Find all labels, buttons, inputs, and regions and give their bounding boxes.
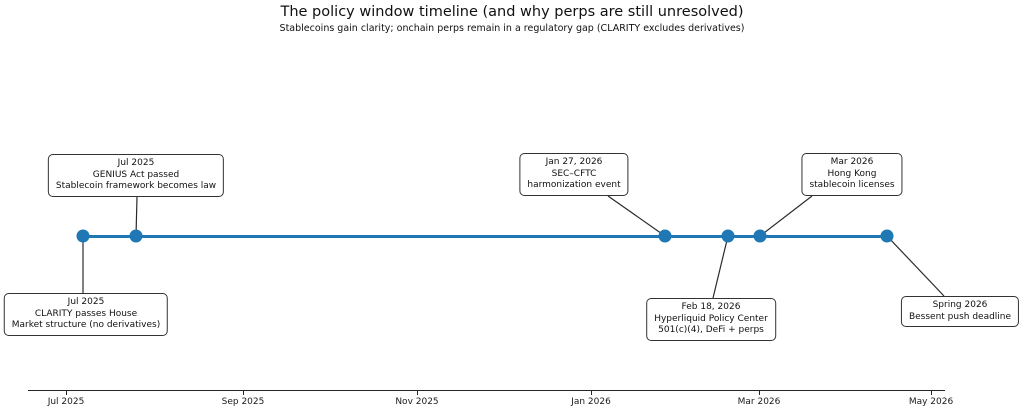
x-axis-tick-label: Sep 2025 — [221, 397, 265, 407]
chart-title: The policy window timeline (and why perp… — [280, 4, 744, 20]
timeline-event-dot — [129, 229, 143, 243]
event-callout-line: 501(c)(4), DeFi + perps — [658, 325, 764, 335]
event-connector-line — [712, 235, 729, 299]
timeline-event-dot — [753, 229, 767, 243]
event-callout: Jul 2025 GENIUS Act passed Stablecoin fram… — [47, 154, 225, 197]
event-callout-line: Jul 2025 — [117, 158, 155, 168]
x-axis-tick — [66, 391, 68, 395]
x-axis-tick-label: Jul 2025 — [47, 397, 85, 407]
event-callout-line: SEC–CFTC — [551, 168, 597, 179]
x-axis-tick — [417, 391, 419, 395]
event-callout-line: harmonization event — [527, 180, 621, 190]
event-callout: Spring 2026 Bessent push deadline — [900, 296, 1020, 327]
event-callout-line: Feb 18, 2026 — [681, 302, 741, 312]
event-connector-line — [759, 195, 813, 237]
chart-subtitle: Stablecoins gain clarity; onchain perps … — [279, 23, 745, 34]
x-axis-line — [28, 390, 945, 392]
timeline-line — [83, 234, 887, 238]
event-callout-line: Market structure (no derivatives) — [11, 320, 161, 330]
timeline-event-dot — [658, 229, 672, 243]
timeline-event-dot — [76, 229, 90, 243]
event-connector-line — [607, 195, 666, 237]
event-callout: Jan 27, 2026 SEC–CFTC harmonization event — [519, 153, 629, 196]
event-callout-line: stablecoin licenses — [809, 180, 895, 190]
event-connector-line — [886, 235, 945, 297]
event-callout-line: Hong Kong — [827, 168, 877, 179]
event-callout-line: Spring 2026 — [932, 300, 988, 310]
event-callout: Mar 2026 Hong Kong stablecoin licenses — [801, 153, 903, 196]
event-callout: Jul 2025 CLARITY passes House Market struc… — [3, 293, 169, 336]
event-callout-line: CLARITY passes House — [34, 308, 138, 319]
event-callout-line: Mar 2026 — [830, 157, 874, 167]
x-axis-tick — [591, 391, 593, 395]
x-axis-tick — [243, 391, 245, 395]
x-axis-tick-label: May 2026 — [908, 397, 954, 407]
x-axis-tick — [759, 391, 761, 395]
timeline-event-dot — [721, 229, 735, 243]
event-callout-line: Jul 2025 — [67, 297, 105, 307]
event-callout: Feb 18, 2026 Hyperliquid Policy Center 501… — [646, 298, 776, 341]
x-axis-tick — [931, 391, 933, 395]
event-callout-line: Stablecoin framework becomes law — [55, 181, 217, 191]
event-callout-line: Hyperliquid Policy Center — [654, 313, 768, 324]
event-callout-line: Jan 27, 2026 — [545, 157, 603, 167]
x-axis-tick-label: Jan 2026 — [571, 397, 611, 407]
x-axis-tick-label: Nov 2025 — [395, 397, 439, 407]
event-callout-line: GENIUS Act passed — [92, 169, 180, 180]
x-axis-tick-label: Mar 2026 — [737, 397, 781, 407]
event-callout-line: Bessent push deadline — [908, 311, 1012, 322]
timeline-event-dot — [880, 229, 894, 243]
